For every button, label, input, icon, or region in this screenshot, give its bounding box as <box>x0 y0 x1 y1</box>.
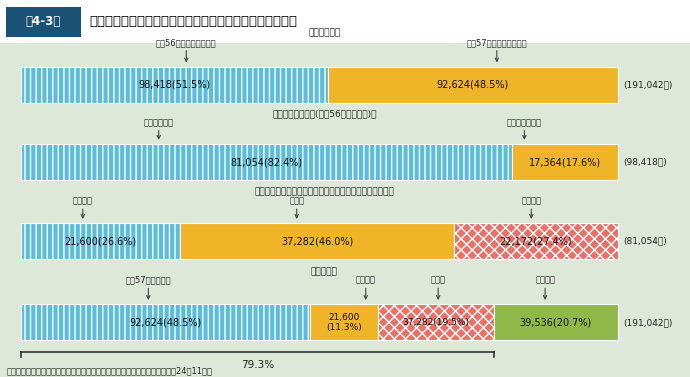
Text: 耐震性有: 耐震性有 <box>356 276 375 285</box>
Text: (98,418棟): (98,418棟) <box>623 158 667 167</box>
Bar <box>310 305 377 340</box>
Text: 改修済: 改修済 <box>431 276 446 285</box>
Text: 39,536(20.7%): 39,536(20.7%) <box>520 317 592 327</box>
Text: 81,054(82.4%): 81,054(82.4%) <box>230 157 302 167</box>
Text: (191,042棟): (191,042棟) <box>623 80 673 89</box>
Bar <box>377 305 494 340</box>
Bar <box>21 67 328 103</box>
Text: 22,172(27.4%): 22,172(27.4%) <box>500 236 572 246</box>
Text: 〈耐震診断実施率(昭和56年以前建築)〉: 〈耐震診断実施率(昭和56年以前建築)〉 <box>272 110 377 119</box>
Bar <box>328 67 618 103</box>
Bar <box>512 144 618 180</box>
Text: (81,054棟): (81,054棟) <box>623 237 667 246</box>
Bar <box>494 305 618 340</box>
Text: 79.3%: 79.3% <box>241 360 274 370</box>
Text: 地方公共団体の防災拠点となる公共施設等の耐震化の状況: 地方公共団体の防災拠点となる公共施設等の耐震化の状況 <box>90 15 297 28</box>
Text: 21,600
(11.3%): 21,600 (11.3%) <box>326 313 362 332</box>
Text: （出典）「防災拠点となる公共施設等の耐震化推進状況調査報告書」（平成24年11月）: （出典）「防災拠点となる公共施設等の耐震化推進状況調査報告書」（平成24年11月… <box>7 366 213 375</box>
Text: 昭和56年以前建築の棟数: 昭和56年以前建築の棟数 <box>156 38 217 47</box>
Text: 〈耐震率〉: 〈耐震率〉 <box>311 267 337 276</box>
Bar <box>21 223 180 259</box>
Text: 17,364(17.6%): 17,364(17.6%) <box>529 157 601 167</box>
Text: (191,042棟): (191,042棟) <box>623 318 673 327</box>
Bar <box>377 305 494 340</box>
Text: 昭和57年以降建築: 昭和57年以降建築 <box>126 276 171 285</box>
Text: 〈建築年次〉: 〈建築年次〉 <box>308 29 340 38</box>
Bar <box>21 144 512 180</box>
Bar <box>6 7 81 37</box>
Text: 耐震診断未実施: 耐震診断未実施 <box>507 118 542 127</box>
Text: 耐震診断実施: 耐震診断実施 <box>144 118 174 127</box>
Text: 92,624(48.5%): 92,624(48.5%) <box>437 80 509 90</box>
Bar <box>21 305 310 340</box>
Text: 第4-3図: 第4-3図 <box>26 15 61 28</box>
Bar <box>454 223 618 259</box>
Text: 〈耐震診断実施結果と耐震改修の現状（耐震診断実施）〉: 〈耐震診断実施結果と耐震改修の現状（耐震診断実施）〉 <box>255 188 394 197</box>
Bar <box>21 223 180 259</box>
Bar <box>21 144 512 180</box>
Text: 改修済: 改修済 <box>289 196 304 205</box>
Text: 昭和57年以降建築の棟数: 昭和57年以降建築の棟数 <box>466 38 527 47</box>
Text: 92,624(48.5%): 92,624(48.5%) <box>129 317 201 327</box>
Bar <box>180 223 454 259</box>
Text: 耐震性有: 耐震性有 <box>73 196 92 205</box>
Bar <box>0 0 690 43</box>
Bar <box>454 223 618 259</box>
Text: 21,600(26.6%): 21,600(26.6%) <box>64 236 137 246</box>
Text: 98,418(51.5%): 98,418(51.5%) <box>139 80 210 90</box>
Bar <box>21 67 328 103</box>
Bar <box>21 305 310 340</box>
Text: 改修未定: 改修未定 <box>535 276 555 285</box>
Text: 37,282(46.0%): 37,282(46.0%) <box>281 236 353 246</box>
Text: 改修未定: 改修未定 <box>522 196 541 205</box>
Text: 37,282(19.5%): 37,282(19.5%) <box>402 318 469 327</box>
